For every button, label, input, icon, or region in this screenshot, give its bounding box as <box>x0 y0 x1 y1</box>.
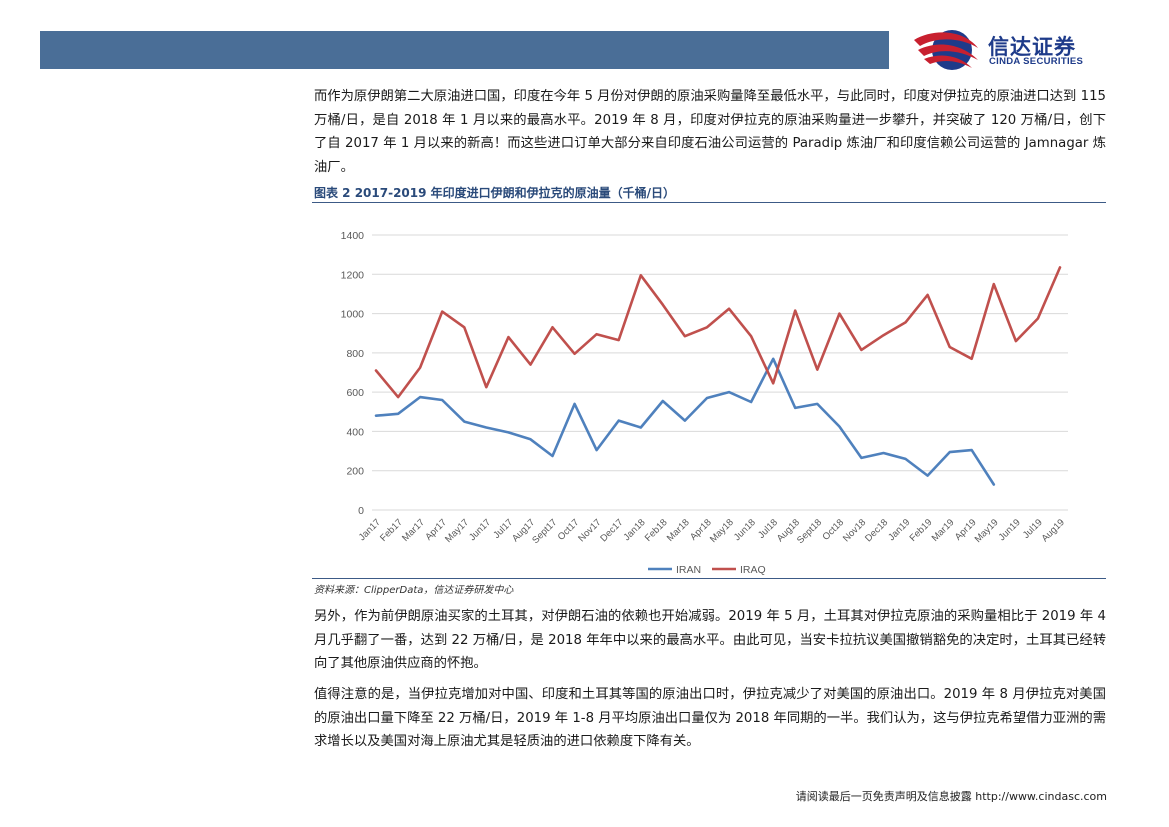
body-paragraph-1: 而作为原伊朗第二大原油进口国，印度在今年 5 月份对伊朗的原油采购量降至最低水平… <box>314 89 1106 175</box>
body-paragraph-2: 另外，作为前伊朗原油买家的土耳其，对伊朗石油的依赖也开始减弱。2019 年 5 … <box>314 609 1106 671</box>
x-tick-label: Feb19 <box>908 517 935 544</box>
y-tick-label: 1000 <box>341 309 365 321</box>
footer-disclaimer: 请阅读最后一页免责声明及信息披露 http://www.cindasc.com <box>795 790 1107 803</box>
x-tick-label: May17 <box>443 517 471 545</box>
legend-label-iran: IRAN <box>676 564 701 576</box>
logo-chinese-name: 信达证券 <box>988 35 1076 59</box>
header-bar <box>40 31 889 69</box>
x-tick-label: Jun19 <box>997 517 1023 543</box>
x-tick-label: Jun17 <box>467 517 493 543</box>
x-tick-label: Dec17 <box>598 517 625 544</box>
x-tick-label: Jan19 <box>886 517 912 543</box>
figure-bottom-rule <box>312 578 1106 579</box>
y-tick-label: 1400 <box>341 230 365 242</box>
x-tick-label: Aug19 <box>1040 517 1067 544</box>
x-tick-label: Dec18 <box>863 517 890 544</box>
x-tick-label: Jan17 <box>357 517 383 543</box>
figure-source: 资料来源：ClipperData，信达证券研发中心 <box>314 585 514 596</box>
series-line-iran <box>374 357 996 486</box>
x-tick-label: Feb17 <box>378 517 405 544</box>
x-tick-label: Sept17 <box>530 517 559 546</box>
figure-top-rule <box>312 202 1106 203</box>
y-tick-label: 800 <box>346 348 364 360</box>
y-tick-label: 1200 <box>341 269 365 281</box>
x-tick-label: Mar17 <box>400 517 427 544</box>
y-tick-label: 0 <box>358 505 364 517</box>
x-tick-label: Jun18 <box>732 517 758 543</box>
y-tick-label: 600 <box>346 387 364 399</box>
series-line-iraq <box>374 266 1062 399</box>
x-tick-label: Feb18 <box>643 517 670 544</box>
cinda-logo: 信达证券 CINDA SECURITIES <box>912 28 1122 72</box>
x-tick-label: Jan18 <box>622 517 648 543</box>
logo-english-name: CINDA SECURITIES <box>989 56 1084 67</box>
x-tick-label: Nov18 <box>841 517 868 544</box>
figure-title: 图表 2 2017-2019 年印度进口伊朗和伊拉克的原油量（千桶/日） <box>314 186 676 200</box>
line-chart: 0 200 400 600 800 1000 1200 1400 Jan17Feb17Mar17… <box>341 230 1068 576</box>
y-tick-label: 400 <box>346 426 364 438</box>
x-tick-label: Sept18 <box>795 517 824 546</box>
legend-label-iraq: IRAQ <box>740 564 766 576</box>
body-paragraph-3: 值得注意的是，当伊拉克增加对中国、印度和土耳其等国的原油出口时，伊拉克减少了对美… <box>314 687 1106 749</box>
x-tick-label: Mar19 <box>930 517 957 544</box>
x-tick-label: Nov17 <box>576 517 603 544</box>
x-tick-label: May19 <box>973 517 1001 545</box>
y-tick-label: 200 <box>346 466 364 478</box>
x-tick-label: Mar18 <box>665 517 692 544</box>
x-tick-label: May18 <box>708 517 736 545</box>
cinda-swoosh-icon <box>914 30 978 70</box>
